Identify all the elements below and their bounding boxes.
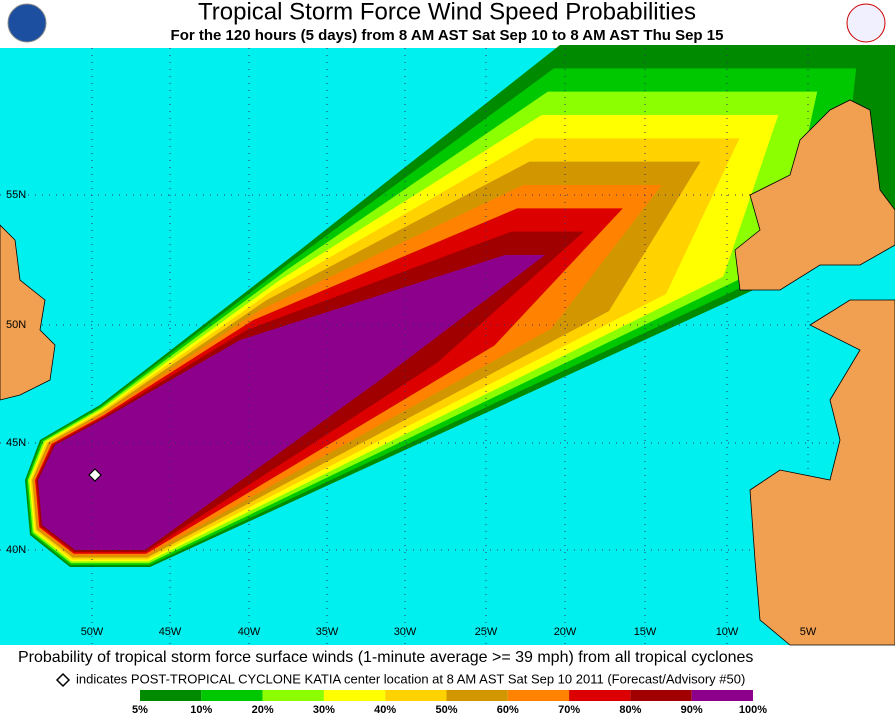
land (0, 99, 895, 646)
legend-swatch (630, 690, 692, 701)
longitude-label: 50W (81, 626, 104, 638)
legend-label: 80% (619, 704, 641, 716)
legend-swatch (140, 690, 202, 701)
longitude-label: 20W (554, 626, 577, 638)
longitude-label: 25W (475, 626, 498, 638)
latitude-label: 55N (6, 189, 26, 201)
newfoundland (0, 224, 56, 401)
latitude-label: 45N (6, 437, 26, 449)
subtitle: For the 120 hours (5 days) from 8 AM AST… (171, 27, 724, 44)
longitude-label: 10W (716, 626, 739, 638)
longitude-label: 15W (634, 626, 657, 638)
legend-label: 90% (681, 704, 703, 716)
legend-swatch (385, 690, 447, 701)
note: indicates POST-TROPICAL CYCLONE KATIA ce… (76, 671, 745, 686)
longitude-label: 30W (394, 626, 417, 638)
legend: 5% 10% 20% 30% 40% 50% 60% 70% 80% 90% 100% (132, 690, 767, 716)
legend-swatch (446, 690, 508, 701)
map (0, 45, 895, 645)
latitude-label: 40N (6, 544, 26, 556)
probability-band (38, 255, 545, 550)
legend-label: 20% (252, 704, 274, 716)
legend-label: 40% (374, 704, 396, 716)
legend-swatch (569, 690, 631, 701)
longitude-label: 35W (316, 626, 339, 638)
europe (749, 299, 895, 646)
caption: Probability of tropical storm force surf… (18, 649, 753, 666)
longitude-label: 5W (800, 626, 817, 638)
legend-swatch (323, 690, 386, 701)
legend-label: 50% (435, 704, 457, 716)
legend-swatch (507, 690, 570, 701)
legend-label: 30% (313, 704, 335, 716)
legend-label: 10% (190, 704, 212, 716)
center-symbol (55, 672, 71, 688)
legend-label: 70% (558, 704, 580, 716)
legend-label: 5% (132, 704, 148, 716)
legend-swatch (262, 690, 324, 701)
storm-center (88, 468, 102, 482)
legend-swatch (201, 690, 263, 701)
legend-swatch (691, 690, 753, 701)
longitude-label: 45W (159, 626, 182, 638)
title: Tropical Storm Force Wind Speed Probabil… (198, 0, 696, 25)
legend-label: 60% (497, 704, 519, 716)
noaa-logo (7, 3, 47, 43)
latitude-label: 50N (6, 319, 26, 331)
nws-logo (846, 3, 886, 43)
british-isles (734, 99, 895, 291)
legend-label: 100% (739, 704, 767, 716)
longitude-label: 40W (238, 626, 261, 638)
